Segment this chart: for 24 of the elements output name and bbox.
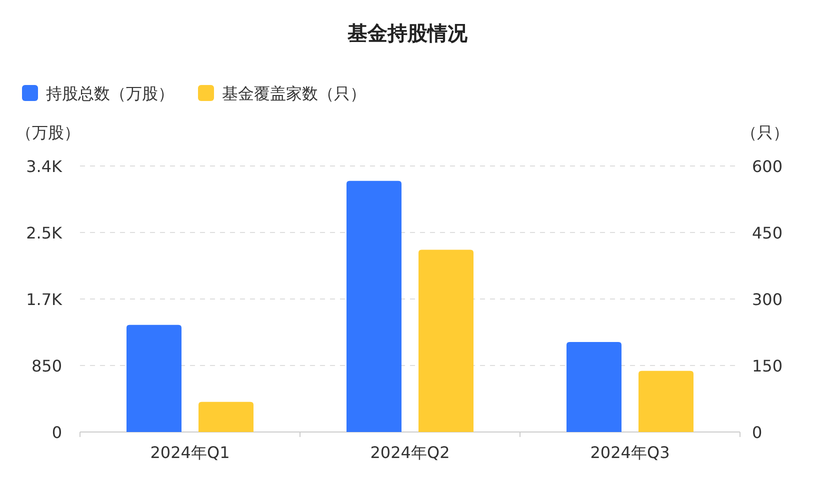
bar (566, 342, 622, 432)
y-tick-label: 0 (52, 423, 62, 442)
legend-label: 基金覆盖家数（只） (222, 84, 366, 103)
x-tick-label: 2024年Q2 (370, 443, 450, 462)
y2-tick-label: 0 (752, 423, 762, 442)
x-tick-label: 2024年Q3 (590, 443, 670, 462)
bar (638, 370, 694, 432)
y-axis-title: （万股） (16, 123, 80, 142)
y-tick-label: 3.4K (26, 157, 63, 176)
y2-axis-title: （只） (741, 123, 789, 142)
y2-tick-label: 150 (752, 356, 783, 376)
y2-tick-label: 600 (752, 157, 783, 176)
y-tick-label: 1.7K (26, 290, 63, 309)
y-tick-label: 2.5K (26, 224, 63, 242)
y-tick-label: 850 (31, 356, 62, 376)
bar (346, 180, 402, 432)
chart-title: 基金持股情况 (346, 21, 468, 45)
bar (418, 250, 474, 432)
x-tick-label: 2024年Q1 (150, 443, 230, 462)
bar (126, 324, 182, 432)
y2-tick-label: 450 (752, 224, 783, 242)
legend-label: 持股总数（万股） (46, 84, 174, 103)
y2-tick-label: 300 (752, 290, 783, 309)
bar (198, 402, 254, 432)
